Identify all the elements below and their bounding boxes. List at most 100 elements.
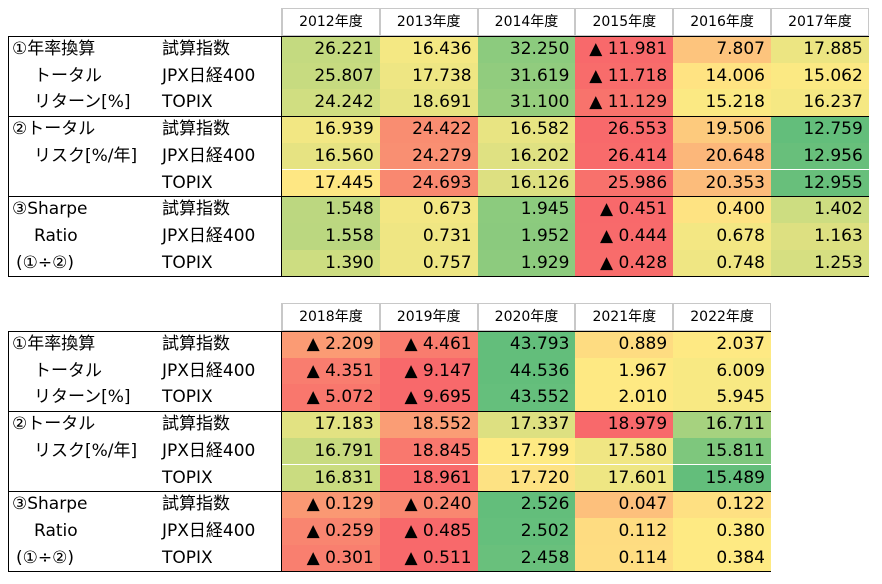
- heat-cell: 0.731: [379, 222, 478, 250]
- heat-cell: 17.601: [575, 464, 674, 492]
- heat-cell: 12.955: [771, 169, 869, 197]
- row-label: JPX日経400: [162, 440, 256, 461]
- heat-cell: 18.552: [379, 411, 478, 438]
- heat-cell: 18.845: [379, 437, 478, 465]
- heat-cell: 2.526: [477, 491, 576, 518]
- heat-cell: 43.793: [477, 331, 576, 358]
- rule: [8, 410, 771, 412]
- rule: [281, 36, 282, 277]
- column-header: 2015年度: [575, 8, 674, 36]
- heat-cell: 1.945: [477, 196, 576, 223]
- row-label: JPX日経400: [162, 225, 256, 246]
- row-group-label: Ratio: [34, 225, 78, 246]
- column-header: 2013年度: [379, 8, 478, 36]
- row-group-label: リスク[%/年]: [34, 440, 138, 461]
- heat-cell: 6.009: [673, 357, 771, 385]
- heat-cell: ▲ 2.209: [282, 331, 380, 358]
- heat-cell: 15.489: [673, 464, 771, 492]
- column-header: 2012年度: [282, 8, 380, 36]
- column-header: 2016年度: [673, 8, 771, 36]
- heat-cell: 26.414: [575, 142, 674, 170]
- row-label: JPX日経400: [162, 65, 256, 86]
- row-group-label: ①年率換算: [12, 39, 96, 59]
- row-group-label: ②トータル: [12, 119, 96, 140]
- heat-cell: 0.114: [575, 544, 674, 572]
- row-label: TOPIX: [162, 92, 213, 113]
- column-header: 2020年度: [477, 303, 576, 331]
- rule: [8, 490, 771, 492]
- heat-cell: 24.422: [379, 116, 478, 143]
- heat-cell: 26.553: [575, 116, 674, 143]
- heat-cell: 17.183: [282, 411, 380, 438]
- heat-cell: 24.242: [282, 89, 380, 117]
- column-header: 2022年度: [673, 303, 771, 331]
- rule: [8, 331, 9, 572]
- heat-cell: 16.237: [771, 89, 869, 117]
- heat-cell: 0.122: [673, 491, 771, 518]
- heat-cell: ▲ 4.351: [282, 357, 380, 385]
- heat-cell: 15.062: [771, 62, 869, 90]
- heat-cell: ▲ 0.511: [379, 544, 478, 572]
- heat-cell: ▲ 0.444: [575, 222, 674, 250]
- row-label: 試算指数: [162, 334, 230, 354]
- column-header: 2014年度: [477, 8, 576, 36]
- heat-cell: 1.163: [771, 222, 869, 250]
- heat-cell: 16.791: [282, 437, 380, 465]
- rule: [8, 330, 771, 332]
- heat-cell: 17.738: [379, 62, 478, 90]
- heat-cell: 16.711: [673, 411, 771, 438]
- heat-cell: ▲ 9.695: [379, 384, 478, 412]
- row-label: JPX日経400: [162, 360, 256, 381]
- heat-cell: ▲ 5.072: [282, 384, 380, 412]
- heat-cell: ▲ 0.485: [379, 517, 478, 545]
- row-group-label: Ratio: [34, 520, 78, 541]
- row-label: JPX日経400: [162, 145, 256, 166]
- heat-cell: 15.811: [673, 437, 771, 465]
- heat-cell: 16.582: [477, 116, 576, 143]
- heat-cell: 24.279: [379, 142, 478, 170]
- heat-cell: 1.402: [771, 196, 869, 223]
- column-header: 2021年度: [575, 303, 674, 331]
- column-header: 2018年度: [282, 303, 380, 331]
- heat-cell: 16.560: [282, 142, 380, 170]
- heat-cell: 16.436: [379, 36, 478, 63]
- heat-cell: ▲ 0.129: [282, 491, 380, 518]
- heat-cell: ▲ 11.718: [575, 62, 674, 90]
- row-group-label: (①÷②): [16, 252, 74, 273]
- heat-cell: 7.807: [673, 36, 771, 63]
- heat-cell: 16.202: [477, 142, 576, 170]
- heat-cell: 0.380: [673, 517, 771, 545]
- heat-cell: 16.126: [477, 169, 576, 197]
- heat-cell: 14.006: [673, 62, 771, 90]
- heat-cell: 0.112: [575, 517, 674, 545]
- heat-cell: ▲ 0.451: [575, 196, 674, 223]
- row-label: 試算指数: [162, 414, 230, 435]
- rule: [8, 570, 771, 572]
- heat-cell: 5.945: [673, 384, 771, 412]
- rule: [8, 115, 869, 117]
- heat-cell: 2.037: [673, 331, 771, 358]
- heat-cell: 0.400: [673, 196, 771, 223]
- heat-cell: 12.759: [771, 116, 869, 143]
- heat-cell: 0.384: [673, 544, 771, 572]
- heat-cell: 0.047: [575, 491, 674, 518]
- heat-cell: ▲ 11.981: [575, 36, 674, 63]
- heat-cell: 20.648: [673, 142, 771, 170]
- rule: [281, 331, 282, 572]
- row-group-label: リターン[%]: [34, 92, 131, 113]
- heat-cell: 18.691: [379, 89, 478, 117]
- rule: [281, 303, 282, 331]
- row-label: TOPIX: [162, 547, 213, 568]
- heat-cell: 18.979: [575, 411, 674, 438]
- heat-cell: 1.967: [575, 357, 674, 385]
- row-group-label: リスク[%/年]: [34, 145, 138, 166]
- rule: [8, 35, 869, 37]
- heat-cell: ▲ 9.147: [379, 357, 478, 385]
- heat-cell: 1.929: [477, 249, 576, 277]
- rule: [281, 8, 282, 36]
- heat-cell: 25.807: [282, 62, 380, 90]
- row-label: 試算指数: [162, 199, 230, 220]
- heat-cell: 16.939: [282, 116, 380, 143]
- heat-cell: 25.986: [575, 169, 674, 197]
- heat-cell: 1.548: [282, 196, 380, 223]
